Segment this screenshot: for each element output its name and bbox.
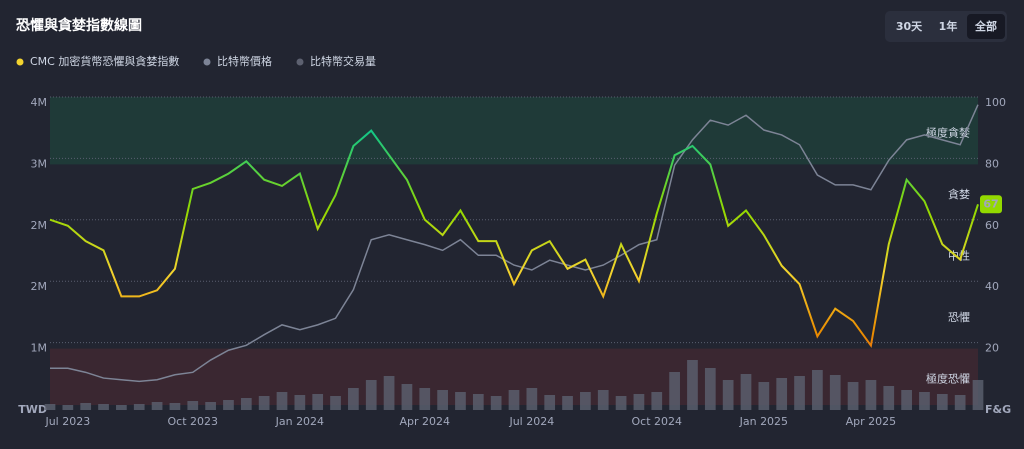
volume-bar [901, 390, 912, 410]
volume-bar [776, 378, 788, 410]
zone-label: 極度恐懼 [926, 371, 970, 385]
volume-bar [508, 390, 520, 410]
current-value-badge [980, 195, 1002, 214]
y2-axis-label: F&G [985, 403, 1011, 416]
volume-bar [223, 400, 234, 410]
legend-dot [203, 58, 211, 66]
range-button[interactable]: 1年 [939, 19, 958, 33]
volume-bar [812, 370, 823, 410]
volume-bar [758, 382, 770, 410]
x-tick-label: Oct 2023 [168, 415, 219, 428]
volume-bar [98, 404, 109, 410]
volume-bar [740, 374, 752, 410]
y2-tick-label: 80 [985, 157, 999, 170]
x-tick-label: Apr 2025 [846, 415, 897, 428]
volume-bar [348, 388, 359, 410]
volume-bar [883, 386, 895, 410]
x-tick-label: Oct 2024 [632, 415, 683, 428]
volume-bar [794, 376, 805, 410]
volume-bar [919, 392, 930, 410]
volume-bar [383, 376, 395, 410]
volume-bar [455, 392, 466, 410]
chart-title: 恐懼與貪婪指數線圖 [16, 17, 142, 34]
volume-bar [365, 380, 377, 410]
volume-bar [294, 395, 306, 410]
y-tick-label: 1M [31, 342, 48, 355]
volume-bar [116, 405, 127, 410]
y2-tick-label: 40 [985, 280, 999, 293]
volume-bar [169, 403, 181, 410]
volume-bar [526, 388, 538, 410]
volume-bar [330, 396, 341, 410]
y-tick-label: 3M [31, 157, 48, 170]
x-tick-label: Jan 2024 [275, 415, 324, 428]
legend-dot [296, 58, 304, 66]
x-tick-label: Jan 2025 [739, 415, 788, 428]
volume-bar [312, 394, 324, 410]
legend-dot [16, 58, 24, 66]
y-axis-label: TWD [18, 403, 47, 416]
volume-bar [936, 394, 948, 410]
volume-bar [187, 401, 199, 410]
zone-label: 中性 [948, 249, 970, 263]
zone-label: 貪婪 [948, 187, 970, 201]
volume-bar [133, 404, 145, 410]
y-tick-label: 2M [31, 280, 48, 293]
current-value: 67 [983, 197, 998, 210]
y2-tick-label: 100 [985, 96, 1006, 109]
volume-bar [437, 390, 448, 410]
volume-bar [44, 404, 56, 410]
volume-bar [258, 396, 270, 410]
volume-bar [597, 390, 609, 410]
volume-bar [240, 398, 252, 410]
volume-bar [472, 394, 484, 410]
volume-bar [580, 392, 591, 410]
volume-bar [687, 360, 698, 410]
volume-bar [954, 395, 966, 410]
legend-label: CMC 加密貨幣恐懼與貪婪指數 [30, 54, 179, 68]
y2-tick-label: 20 [985, 342, 999, 355]
range-button-active [967, 14, 1005, 39]
volume-bar [829, 375, 841, 410]
zone-band [50, 97, 978, 165]
volume-bar [704, 368, 716, 410]
volume-bar [419, 388, 431, 410]
volume-bar [62, 405, 74, 410]
zone-label: 恐懼 [948, 311, 970, 324]
volume-bar [544, 395, 556, 410]
zone-label: 極度貪婪 [926, 126, 970, 140]
x-tick-label: Jul 2023 [44, 415, 90, 428]
volume-bar [562, 396, 573, 410]
legend-label: 比特幣價格 [217, 54, 272, 68]
volume-bar [205, 402, 216, 410]
volume-bar [80, 403, 92, 410]
volume-bar [651, 392, 663, 410]
y2-tick-label: 60 [985, 219, 999, 232]
volume-bar [276, 392, 288, 410]
volume-bar [490, 396, 502, 410]
x-tick-label: Jul 2024 [508, 415, 554, 428]
volume-bar [633, 394, 645, 410]
volume-bar [972, 380, 984, 410]
volume-bar [722, 380, 734, 410]
volume-bar [401, 384, 413, 410]
volume-bar [865, 380, 877, 410]
x-tick-label: Apr 2024 [400, 415, 451, 428]
volume-bar [615, 396, 627, 410]
price-line [50, 104, 979, 383]
volume-bar [847, 382, 859, 410]
range-button[interactable]: 30天 [896, 20, 923, 33]
y-tick-label: 4M [31, 96, 48, 109]
volume-bar [669, 372, 680, 410]
fear-greed-line [49, 129, 979, 349]
y-tick-label: 2M [31, 219, 48, 232]
legend-label: 比特幣交易量 [310, 54, 376, 68]
volume-bar [151, 402, 163, 410]
range-button[interactable]: 全部 [974, 19, 997, 33]
